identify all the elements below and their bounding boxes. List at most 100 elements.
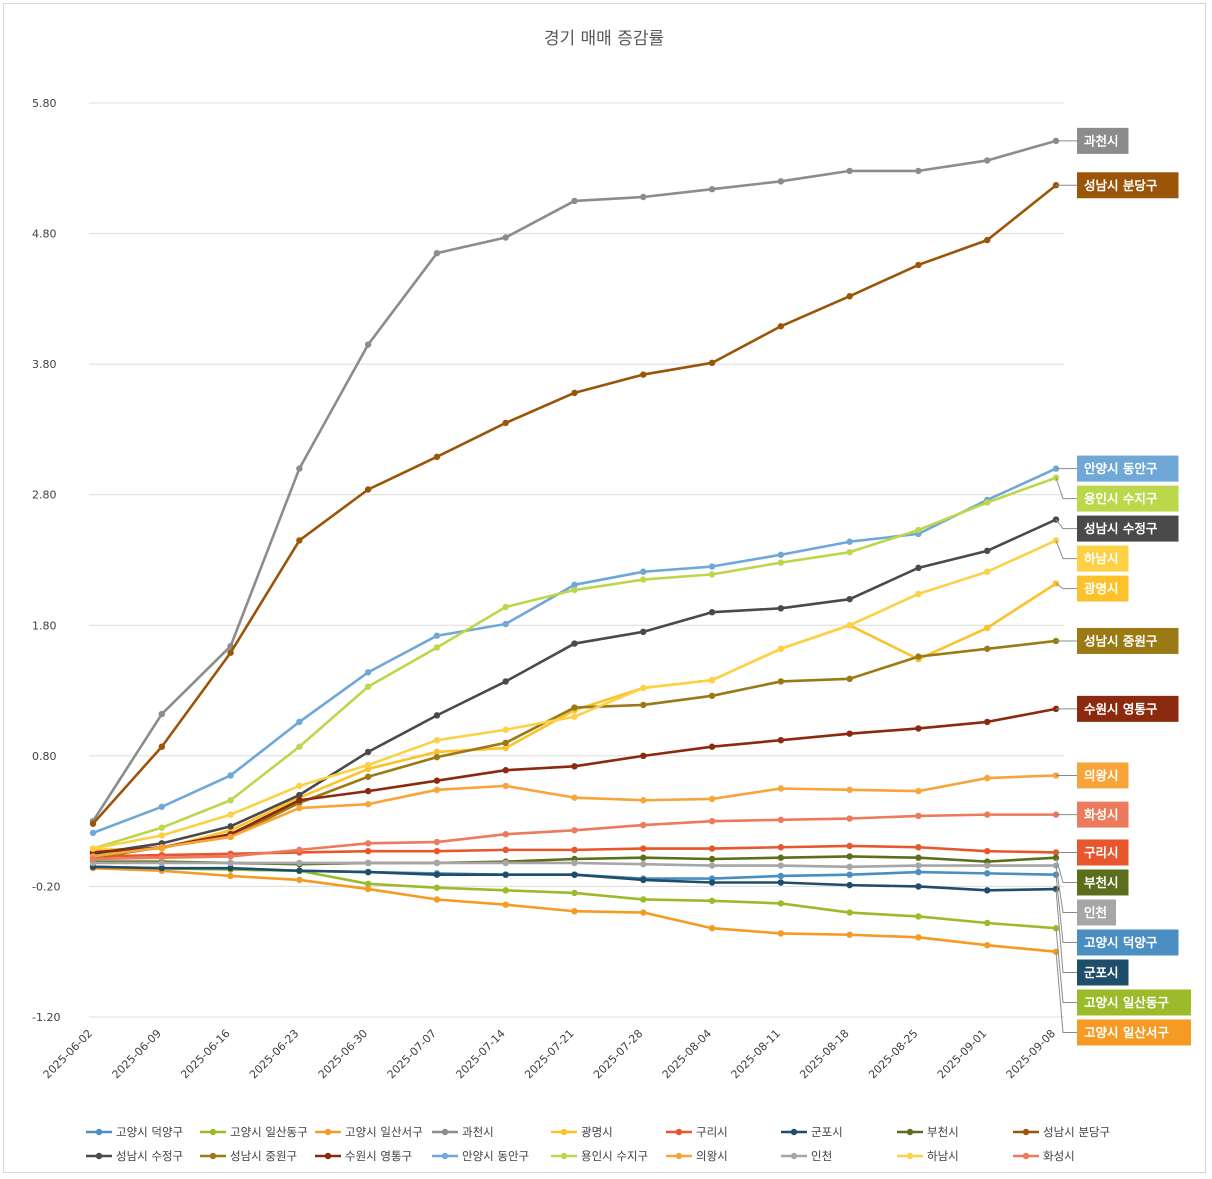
data-point [502, 678, 509, 685]
leader-line [1055, 928, 1077, 1003]
legend-label: 과천시 [462, 1125, 494, 1139]
data-point [364, 761, 372, 769]
x-tick-label: 2025-06-23 [247, 1027, 301, 1081]
data-point [777, 785, 785, 792]
end-label: 성남시 분당구 [1056, 172, 1179, 199]
end-label: 의왕시 [1056, 762, 1129, 789]
legend-label: 고양시 덕양구 [116, 1125, 183, 1139]
data-point [708, 897, 716, 904]
x-tick-label: 2025-08-25 [866, 1027, 920, 1081]
data-point [777, 816, 785, 824]
data-point [640, 371, 647, 378]
data-point [158, 832, 165, 839]
data-point [364, 669, 372, 676]
data-point [433, 632, 441, 639]
end-label-box [1077, 172, 1179, 199]
x-tick-label: 2025-08-11 [729, 1027, 783, 1081]
legend-swatch-marker [790, 1152, 798, 1160]
data-point [364, 840, 372, 847]
data-point [846, 293, 853, 300]
data-point [296, 718, 303, 726]
end-label-text: 성남시 분당구 [1084, 178, 1158, 193]
x-tick-label: 2025-06-09 [110, 1027, 164, 1081]
data-point [708, 845, 716, 852]
data-point [296, 876, 303, 884]
legend-swatch-marker [209, 1128, 217, 1136]
data-point [708, 676, 716, 684]
data-point [89, 820, 97, 827]
data-point [571, 581, 578, 589]
data-point [984, 862, 991, 869]
data-point [984, 157, 991, 164]
data-point [984, 645, 991, 652]
legend-label: 하남시 [927, 1149, 959, 1163]
data-point [296, 867, 303, 874]
data-point [364, 486, 372, 493]
legend-swatch-marker [95, 1152, 103, 1160]
end-label-box [1077, 627, 1179, 654]
legend-swatch-marker [441, 1152, 449, 1160]
end-label-text: 성남시 중원구 [1084, 633, 1158, 648]
y-tick-label: 1.80 [32, 619, 57, 632]
data-point [984, 499, 991, 506]
data-point [227, 811, 234, 818]
x-axis-ticks: 2025-06-02 2025-06-09 2025-06-16 2025-06-23… [41, 1027, 1058, 1081]
leader-line [1055, 540, 1077, 560]
data-point [984, 941, 991, 949]
legend-swatch-marker [560, 1152, 568, 1160]
end-label-box [1077, 929, 1179, 956]
data-point [364, 787, 372, 795]
data-point [502, 620, 509, 628]
series-군포시 [89, 863, 1060, 894]
data-point [777, 645, 785, 652]
end-label-text: 과천시 [1084, 133, 1119, 148]
data-point [571, 827, 578, 834]
data-point [846, 881, 853, 889]
data-point [433, 838, 441, 846]
data-point [227, 797, 234, 804]
y-tick-label: -0.20 [32, 880, 60, 893]
end-label-box [1077, 575, 1129, 602]
data-point [364, 859, 372, 867]
data-point [502, 739, 509, 746]
end-label: 광명시 [1055, 575, 1129, 602]
end-label-text: 구리시 [1084, 845, 1119, 860]
end-label: 용인시 수지구 [1055, 477, 1179, 512]
data-point [158, 859, 165, 867]
end-label-text: 고양시 덕양구 [1084, 935, 1158, 950]
data-point [984, 774, 991, 782]
legend-label: 수원시 영통구 [345, 1149, 412, 1163]
data-point [433, 748, 441, 756]
data-point [846, 538, 853, 545]
data-point [502, 782, 509, 790]
data-point [433, 712, 441, 719]
data-point [708, 359, 716, 367]
data-point [777, 854, 785, 861]
data-point [708, 862, 716, 869]
series-화성시 [89, 811, 1060, 863]
end-label: 고양시 일산동구 [1055, 928, 1191, 1016]
data-point [502, 603, 509, 611]
end-label: 부천시 [1055, 857, 1129, 896]
data-point [846, 595, 853, 603]
data-point [777, 844, 785, 851]
x-tick-label: 2025-07-07 [385, 1027, 439, 1081]
data-point [708, 692, 716, 699]
data-point [571, 889, 578, 897]
legend-label: 용인시 수지구 [581, 1149, 648, 1163]
x-tick-label: 2025-06-30 [316, 1027, 370, 1081]
data-point [846, 815, 853, 822]
data-point [640, 854, 647, 861]
data-point [433, 736, 441, 744]
series-과천시 [89, 137, 1060, 825]
chart-canvas: 경기 매매 증감률 5.80 4.80 3.80 2.80 1.80 0.80 -0.20 -… [32, 29, 1191, 1163]
data-point [708, 743, 716, 750]
end-label-box [1077, 869, 1129, 896]
data-point [227, 859, 234, 867]
data-point [777, 323, 785, 330]
data-point [915, 590, 922, 598]
data-point [571, 640, 578, 647]
data-point [777, 551, 785, 558]
data-point [571, 859, 578, 867]
end-label: 하남시 [1055, 540, 1129, 572]
